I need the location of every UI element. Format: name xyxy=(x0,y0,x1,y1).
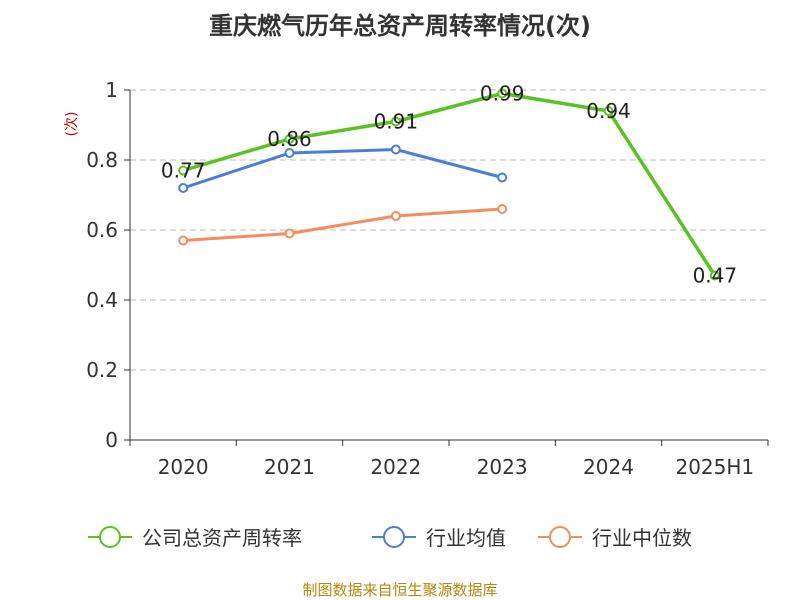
data-label: 0.91 xyxy=(374,110,419,134)
series-line xyxy=(181,91,717,278)
data-label: 0.86 xyxy=(267,127,312,151)
data-point xyxy=(178,183,189,193)
chart-title: 重庆燃气历年总资产周转率情况(次) xyxy=(209,12,591,40)
data-point xyxy=(709,270,720,281)
data-point xyxy=(284,228,295,239)
y-tick-label: 0.8 xyxy=(86,148,118,172)
y-tick-label: 0.2 xyxy=(86,358,118,382)
legend-label: 公司总资产周转率 xyxy=(142,526,302,550)
series-line xyxy=(181,207,504,242)
legend-label: 行业中位数 xyxy=(592,526,692,550)
x-tick-label: 2024 xyxy=(583,455,634,479)
series-line xyxy=(181,148,504,190)
x-tick-label: 2020 xyxy=(158,455,209,479)
data-point xyxy=(390,211,401,221)
data-point xyxy=(497,204,508,214)
x-tick-label: 2021 xyxy=(264,455,315,479)
data-label: 0.94 xyxy=(586,99,631,123)
data-point xyxy=(497,172,508,183)
legend: 公司总资产周转率 行业均值 行业中位数 xyxy=(88,526,692,550)
data-point xyxy=(284,148,295,158)
data-point xyxy=(497,88,508,99)
y-tick-label: 0.4 xyxy=(86,288,118,312)
data-labels: 0.77 0.86 0.91 0.99 0.94 0.47 xyxy=(161,82,737,288)
legend-marker xyxy=(549,526,571,548)
data-label: 0.77 xyxy=(161,159,206,183)
legend-label: 行业均值 xyxy=(426,526,506,550)
data-point xyxy=(284,134,295,144)
legend-marker xyxy=(99,526,121,548)
x-tick-label: 2023 xyxy=(477,455,528,479)
data-point xyxy=(390,144,401,155)
axes: 0 0.2 0.4 0.6 0.8 1 2020 2021 2022 2023 2024 2025H1 xyxy=(86,78,769,479)
source-note: 制图数据来自恒生聚源数据库 xyxy=(302,581,497,599)
data-point xyxy=(603,106,614,116)
data-label: 0.99 xyxy=(480,82,525,106)
y-axis-unit: (次) xyxy=(64,112,80,137)
x-tick-label: 2025H1 xyxy=(675,455,754,479)
legend-marker xyxy=(383,526,405,548)
y-tick-label: 0 xyxy=(105,428,118,452)
data-point xyxy=(178,235,189,246)
series-layer xyxy=(178,88,720,281)
data-point xyxy=(390,116,401,127)
x-tick-label: 2022 xyxy=(370,455,421,479)
y-tick-label: 1 xyxy=(105,78,118,102)
data-label: 0.47 xyxy=(693,264,738,288)
data-point xyxy=(178,165,189,176)
y-tick-label: 0.6 xyxy=(86,218,118,242)
grid-lines xyxy=(130,89,768,371)
